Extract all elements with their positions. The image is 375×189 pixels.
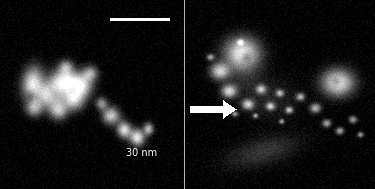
Text: 30 nm: 30 nm: [126, 148, 157, 158]
